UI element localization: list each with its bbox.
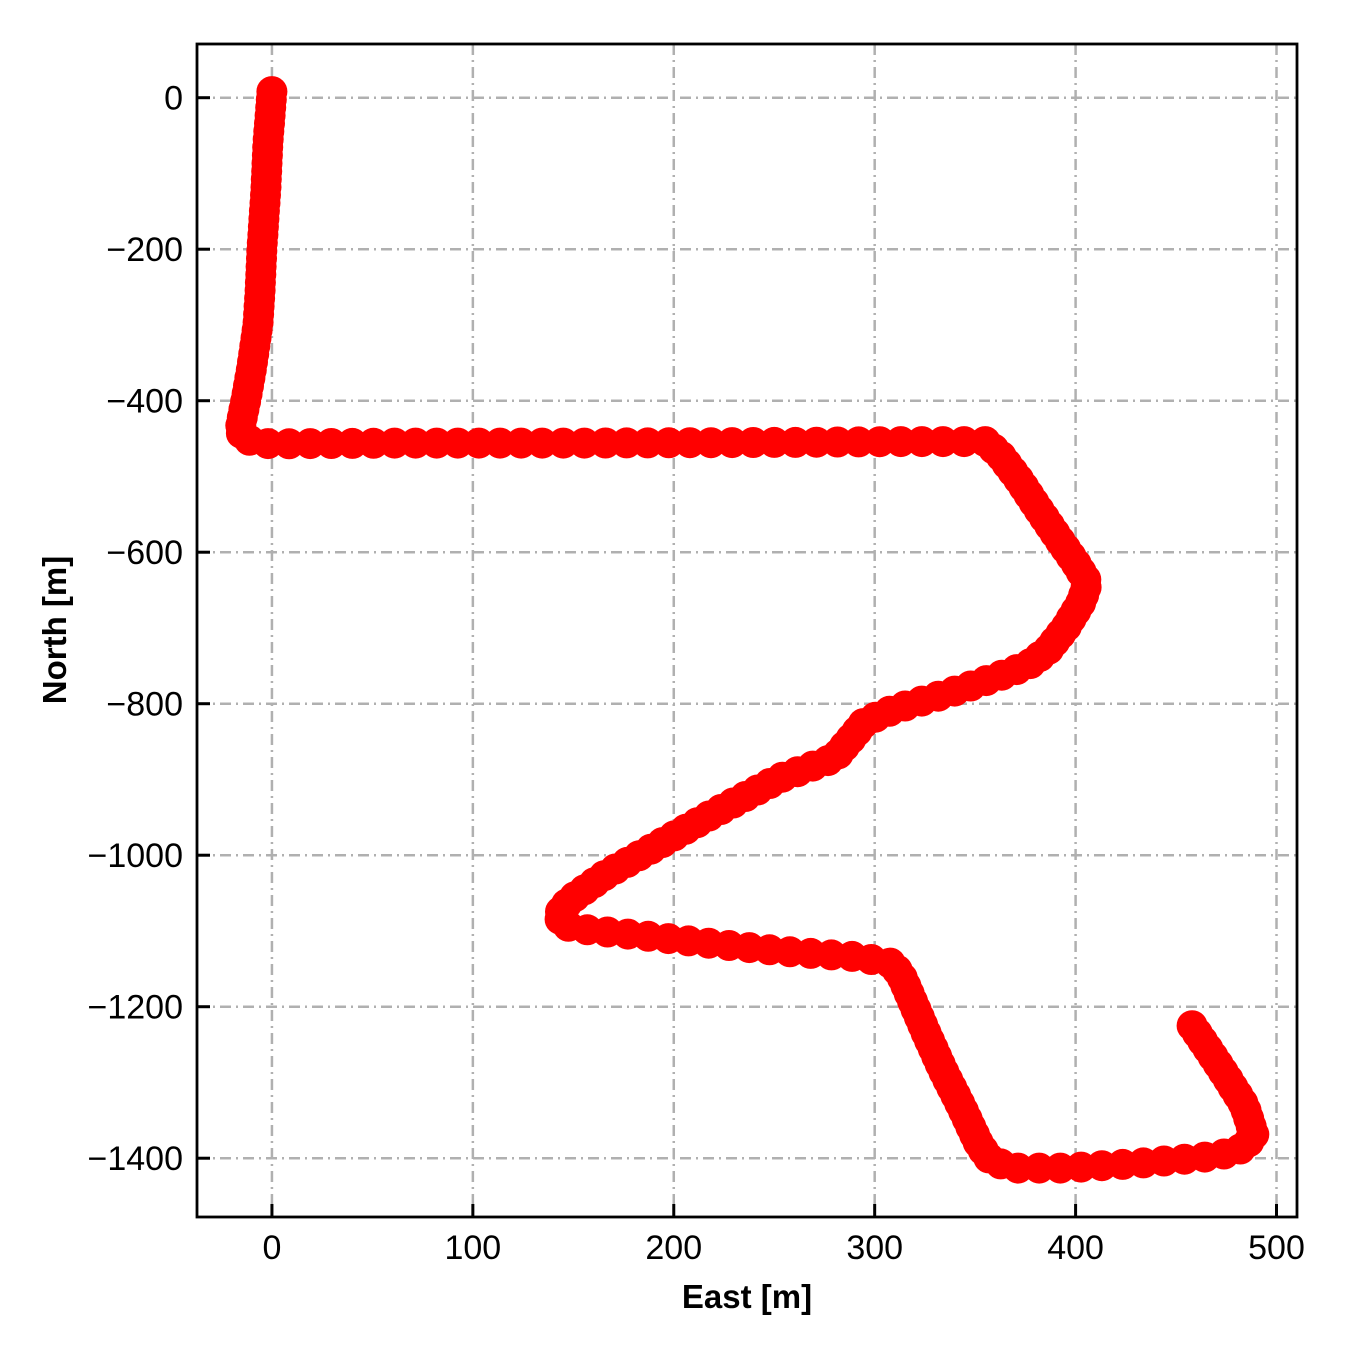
y-tick-label: 0 bbox=[164, 80, 183, 118]
y-tick-label: −1200 bbox=[88, 989, 184, 1027]
x-tick-label: 100 bbox=[444, 1229, 501, 1267]
y-axis-label: North [m] bbox=[36, 555, 73, 705]
y-tick-label: −1400 bbox=[88, 1140, 184, 1178]
y-tick-label: −400 bbox=[106, 383, 183, 421]
tick-labels: 0 100 200 300 400 500 0 −200 −400 −600 −800 −1000 −1… bbox=[88, 80, 1305, 1267]
x-tick-label: 200 bbox=[645, 1229, 702, 1267]
trajectory-point bbox=[1176, 1010, 1208, 1042]
y-tick-label: −200 bbox=[106, 231, 183, 269]
grid-lines bbox=[197, 44, 1297, 1217]
x-tick-label: 400 bbox=[1047, 1229, 1104, 1267]
x-tick-label: 0 bbox=[262, 1229, 281, 1267]
y-tick-label: −800 bbox=[106, 686, 183, 724]
tick-marks bbox=[197, 96, 1279, 1217]
x-tick-label: 500 bbox=[1248, 1229, 1305, 1267]
y-tick-label: −1000 bbox=[88, 837, 184, 875]
axes-frame bbox=[195, 42, 1299, 1219]
y-tick-label: −600 bbox=[106, 534, 183, 572]
trajectory-series bbox=[225, 76, 1270, 1184]
x-axis-label: East [m] bbox=[681, 1278, 813, 1315]
x-tick-label: 300 bbox=[846, 1229, 903, 1267]
